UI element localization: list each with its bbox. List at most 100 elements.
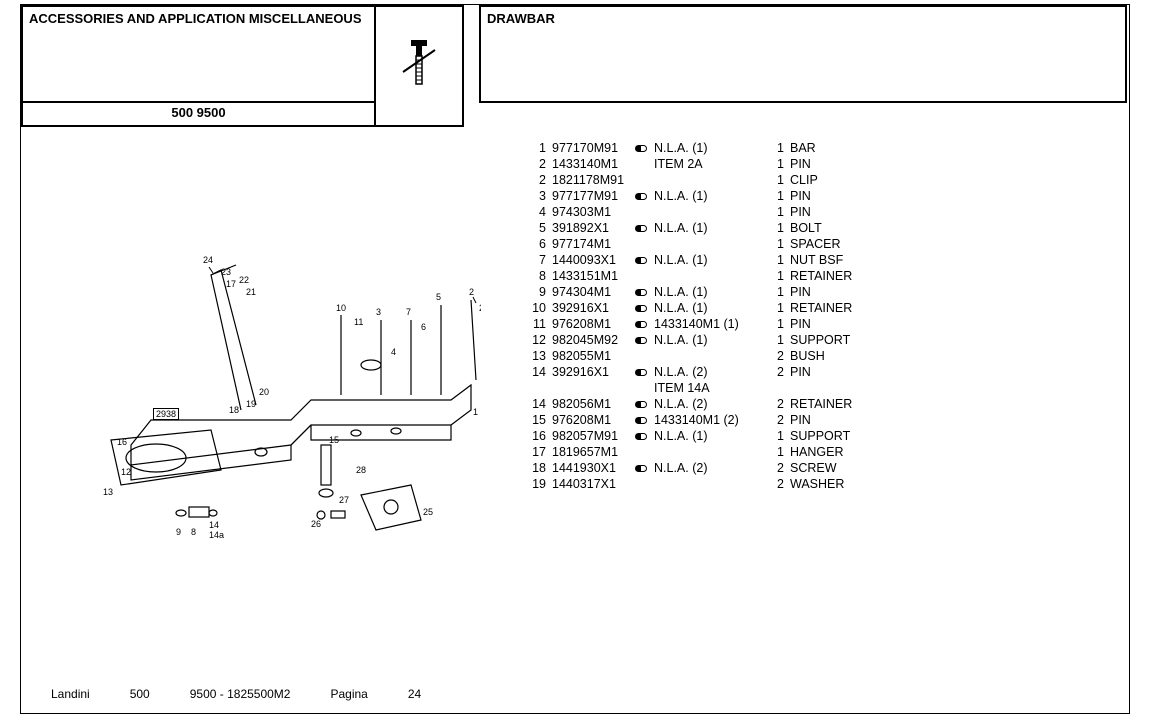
cell-desc: RETAINER xyxy=(790,300,858,316)
svg-text:16: 16 xyxy=(117,437,127,447)
cell-part: 391892X1 xyxy=(552,220,634,236)
cell-part: 982057M91 xyxy=(552,428,634,444)
cell-note: N.L.A. (1) xyxy=(654,284,764,300)
cell-indicator xyxy=(634,140,654,156)
cell-note: N.L.A. (1) xyxy=(654,300,764,316)
svg-text:7: 7 xyxy=(406,307,411,317)
cell-part: 974304M1 xyxy=(552,284,634,300)
svg-text:10: 10 xyxy=(336,303,346,313)
indicator-icon xyxy=(635,321,647,328)
cell-indicator xyxy=(634,412,654,428)
model-box: 500 9500 xyxy=(21,103,376,127)
cell-desc: BOLT xyxy=(790,220,858,236)
svg-text:9: 9 xyxy=(176,527,181,537)
table-row: 6977174M11SPACER xyxy=(526,236,858,252)
diagram-ref-code: 2938 xyxy=(153,408,179,420)
table-row: 3977177M91N.L.A. (1)1PIN xyxy=(526,188,858,204)
cell-ref: 5 xyxy=(526,220,552,236)
table-row: 16982057M91N.L.A. (1)1SUPPORT xyxy=(526,428,858,444)
cell-desc: PIN xyxy=(790,412,858,428)
table-row: 14982056M1N.L.A. (2)2RETAINER xyxy=(526,396,858,412)
table-row: 12982045M92N.L.A. (1)1SUPPORT xyxy=(526,332,858,348)
cell-ref: 14 xyxy=(526,364,552,380)
table-row: 13982055M12BUSH xyxy=(526,348,858,364)
cell-ref: 15 xyxy=(526,412,552,428)
cell-ref: 12 xyxy=(526,332,552,348)
cell-desc: CLIP xyxy=(790,172,858,188)
page-footer: Landini 500 9500 - 1825500M2 Pagina 24 xyxy=(51,687,581,701)
cell-part: 392916X1 xyxy=(552,364,634,380)
cell-part: 1441930X1 xyxy=(552,460,634,476)
cell-note xyxy=(654,444,764,460)
svg-text:27: 27 xyxy=(339,495,349,505)
parts-list: 1977170M91N.L.A. (1)1BAR21433140M1ITEM 2… xyxy=(526,140,858,492)
table-row: 81433151M11RETAINER xyxy=(526,268,858,284)
svg-text:12: 12 xyxy=(121,467,131,477)
cell-note: ITEM 2A xyxy=(654,156,764,172)
svg-text:8: 8 xyxy=(191,527,196,537)
cell-indicator xyxy=(634,364,654,380)
svg-text:19: 19 xyxy=(246,399,256,409)
cell-qty: 1 xyxy=(764,332,790,348)
cell-qty: 1 xyxy=(764,284,790,300)
exploded-diagram: 24 23 17 22 21 10 11 3 4 7 6 5 2 2a 1 18… xyxy=(81,245,481,565)
cell-qty: 2 xyxy=(764,364,790,380)
indicator-icon xyxy=(635,257,647,264)
table-row: 9974304M1N.L.A. (1)1PIN xyxy=(526,284,858,300)
parts-table: 1977170M91N.L.A. (1)1BAR21433140M1ITEM 2… xyxy=(526,140,858,492)
table-row: 5391892X1N.L.A. (1)1BOLT xyxy=(526,220,858,236)
svg-text:22: 22 xyxy=(239,275,249,285)
cell-desc: NUT BSF xyxy=(790,252,858,268)
indicator-icon xyxy=(635,305,647,312)
assembly-title: DRAWBAR xyxy=(487,11,555,26)
table-row: 191440317X12WASHER xyxy=(526,476,858,492)
footer-catalog: 9500 - 1825500M2 xyxy=(190,687,291,701)
cell-note: N.L.A. (1) xyxy=(654,428,764,444)
cell-desc: RETAINER xyxy=(790,396,858,412)
cell-qty: 1 xyxy=(764,428,790,444)
svg-text:13: 13 xyxy=(103,487,113,497)
indicator-icon xyxy=(635,193,647,200)
cell-qty: 2 xyxy=(764,476,790,492)
cell-qty: 1 xyxy=(764,236,790,252)
svg-text:28: 28 xyxy=(356,465,366,475)
cell-ref: 13 xyxy=(526,348,552,364)
cell-note xyxy=(654,476,764,492)
cell-indicator xyxy=(634,300,654,316)
cell-note: ITEM 14A xyxy=(654,380,764,396)
cell-note: 1433140M1 (2) xyxy=(654,412,764,428)
cell-qty: 1 xyxy=(764,220,790,236)
indicator-icon xyxy=(635,337,647,344)
cell-indicator xyxy=(634,460,654,476)
cell-desc: PIN xyxy=(790,364,858,380)
svg-text:21: 21 xyxy=(246,287,256,297)
svg-text:23: 23 xyxy=(221,267,231,277)
cell-qty: 2 xyxy=(764,396,790,412)
cell-qty: 1 xyxy=(764,444,790,460)
cell-ref: 14 xyxy=(526,396,552,412)
cell-desc: PIN xyxy=(790,284,858,300)
svg-text:25: 25 xyxy=(423,507,433,517)
svg-text:5: 5 xyxy=(436,292,441,302)
table-row: 1977170M91N.L.A. (1)1BAR xyxy=(526,140,858,156)
svg-text:14a: 14a xyxy=(209,530,224,540)
cell-desc: WASHER xyxy=(790,476,858,492)
footer-page-num: 24 xyxy=(408,687,421,701)
svg-text:3: 3 xyxy=(376,307,381,317)
cell-note xyxy=(654,268,764,284)
cell-desc: SPACER xyxy=(790,236,858,252)
cell-indicator xyxy=(634,156,654,172)
cell-ref: 7 xyxy=(526,252,552,268)
cell-desc: PIN xyxy=(790,156,858,172)
category-icon-box xyxy=(376,5,464,127)
section-title: ACCESSORIES AND APPLICATION MISCELLANEOU… xyxy=(29,11,361,26)
cell-desc: BAR xyxy=(790,140,858,156)
cell-qty: 2 xyxy=(764,348,790,364)
cell-desc: RETAINER xyxy=(790,268,858,284)
cell-indicator xyxy=(634,268,654,284)
cell-part: 977170M91 xyxy=(552,140,634,156)
svg-text:15: 15 xyxy=(329,435,339,445)
table-row: ITEM 14A xyxy=(526,380,858,396)
cell-qty: 1 xyxy=(764,188,790,204)
svg-text:18: 18 xyxy=(229,405,239,415)
